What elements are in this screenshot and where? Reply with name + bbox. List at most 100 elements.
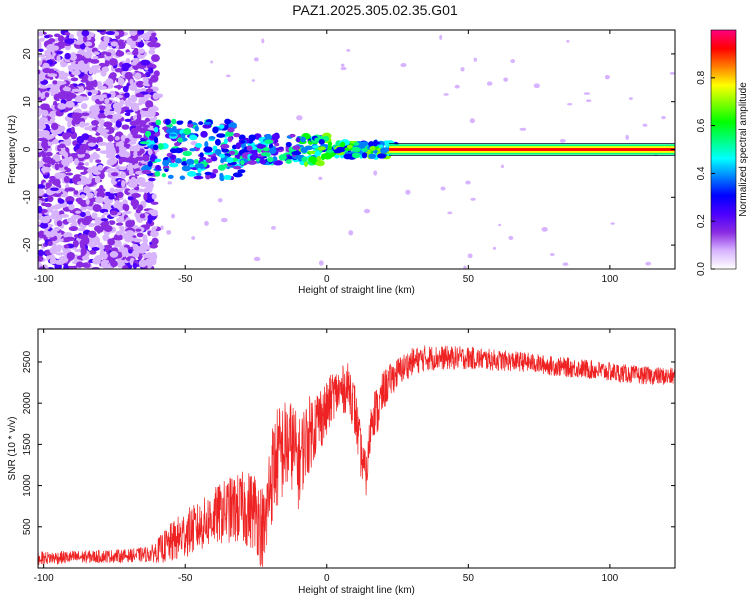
spectrogram-cell [315, 160, 325, 167]
spectrogram-cell [203, 121, 212, 125]
spectrogram-cell [109, 210, 118, 216]
spectrogram-cell [116, 216, 125, 222]
spectrogram-cell [460, 67, 465, 72]
spectrogram-cell [40, 222, 49, 229]
spectrogram-cell [318, 176, 323, 181]
spectrogram-cell [118, 156, 129, 163]
spectrogram-cell [89, 241, 94, 246]
spectrogram-cell [105, 193, 115, 197]
spectrogram-cell [228, 150, 236, 155]
spectrogram-cell [151, 193, 157, 200]
spectrogram-cell [65, 101, 75, 108]
spectrogram-cell [38, 137, 48, 142]
spectrogram-cell [42, 67, 52, 74]
spectrogram-cell [348, 230, 354, 236]
spectrogram-cell [235, 142, 241, 150]
spectrogram-cell [454, 84, 460, 89]
spectrogram-cell [56, 55, 61, 62]
spectrogram-cell [76, 261, 84, 268]
spectrogram-cell [136, 177, 146, 184]
spectrogram-cell [49, 257, 57, 265]
spectrogram-cell [153, 126, 159, 133]
spectrogram-cell [71, 112, 82, 121]
spectrogram-cell [60, 99, 67, 105]
spectrogram-cell [372, 139, 379, 147]
spectrogram-cell [273, 160, 283, 166]
spectrogram-cell [108, 58, 118, 66]
spectrogram-cell [108, 220, 116, 225]
spectrogram-cell [223, 174, 232, 180]
spectrogram-cell [227, 127, 235, 133]
spectrogram-cell [169, 163, 179, 168]
spectrogram-cell [225, 74, 231, 78]
spectrogram-cell [99, 249, 105, 257]
spectrogram-cell [85, 122, 90, 126]
spectrogram-cell [50, 229, 58, 236]
spectrogram-cell [121, 124, 130, 130]
spectrogram-cell [104, 244, 110, 253]
spectrogram-cell [361, 152, 368, 159]
spectrogram-cell [48, 38, 56, 43]
spectrogram-cell [318, 260, 324, 266]
spectrogram-cell [112, 76, 117, 81]
spectrogram-cell [41, 151, 47, 158]
spectrogram-cell [193, 175, 204, 180]
spectrogram-cell [44, 197, 49, 202]
spectrogram-cell [533, 83, 540, 89]
spectrogram-cell [100, 263, 111, 269]
spectrogram-cell [369, 146, 376, 151]
spectrogram-cell [142, 78, 148, 83]
spectrogram-cell [194, 125, 199, 132]
spectrogram-cell [144, 258, 154, 266]
spectrogram-cell [79, 121, 86, 128]
spectrogram-cell [115, 230, 122, 236]
spectrogram-cell [439, 34, 443, 40]
spectrogram-cell [99, 123, 105, 128]
spectrogram-cell [41, 109, 49, 117]
spectrogram-cell [350, 146, 361, 152]
spectrogram-cell [122, 265, 129, 269]
spectrogram-cell [124, 109, 134, 113]
spectrogram-cell [152, 116, 158, 121]
spectrogram-cell [86, 168, 94, 173]
spectrogram-cell [38, 90, 42, 98]
spectrogram-cell [80, 194, 86, 199]
snr-y-tick-label: 1000 [22, 474, 33, 497]
spectrogram-cell [131, 193, 141, 198]
spectrogram-cell [105, 78, 114, 86]
spectrogram-cell [130, 61, 137, 66]
spectrogram-cell [76, 181, 83, 186]
spectrogram-cell [106, 93, 112, 98]
spectrogram-cell [253, 256, 261, 262]
spectrogram-cell [233, 132, 241, 138]
spectrogram-cell [122, 85, 129, 93]
spectrogram-cell [585, 99, 592, 103]
spectrogram-cell [81, 255, 90, 261]
spectrogram-cell [139, 244, 149, 252]
spectrogram-cell [64, 166, 69, 171]
spectrogram-cell [327, 141, 333, 146]
spectrogram-cell [363, 208, 371, 214]
spectrogram-cell [78, 234, 89, 239]
spectrogram-cell [111, 236, 121, 241]
spectrogram-cell [240, 140, 246, 144]
spectrogram-cell [125, 230, 135, 237]
spectrogram-cell [628, 97, 633, 100]
spectrogram-cell [64, 38, 75, 45]
spectrogram-cell [63, 175, 71, 184]
spectrogram-cell [325, 150, 335, 154]
spectrogram-cell [135, 80, 145, 88]
snr-series-line [38, 345, 675, 568]
spectrogram-cell [152, 42, 161, 48]
spectrogram-cell [57, 103, 67, 110]
spectrogram-cell [72, 239, 79, 248]
spectrogram-cell [669, 72, 675, 75]
snr-y-tick-label: 500 [22, 518, 33, 535]
spectrogram-cell [300, 136, 306, 143]
spectrogram-cell [625, 134, 630, 140]
spectrogram-cell [89, 113, 97, 119]
spectrogram-cell [59, 71, 66, 77]
spectrogram-cell [147, 160, 153, 167]
spectrogram-cell [97, 115, 107, 119]
spectrogram-cell [38, 255, 44, 262]
